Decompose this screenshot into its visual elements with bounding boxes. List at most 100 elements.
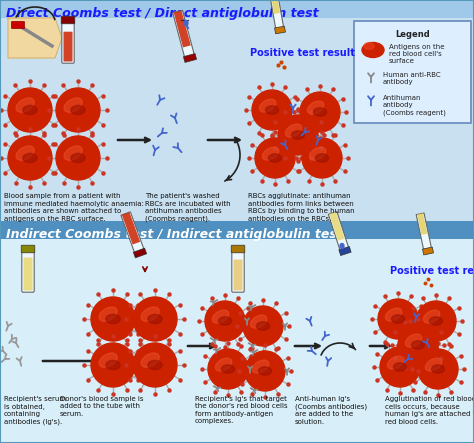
Text: The patient's washed
RBCs are incubated with
antihuman antibodies
(Coombs reagen: The patient's washed RBCs are incubated … (145, 193, 231, 222)
Polygon shape (270, 0, 280, 14)
Ellipse shape (148, 360, 162, 369)
Circle shape (300, 92, 340, 132)
Polygon shape (329, 212, 345, 241)
Circle shape (8, 88, 52, 132)
Circle shape (398, 325, 438, 365)
Ellipse shape (387, 356, 404, 369)
Text: Recipient's Ig's that target
the donor's red blood cells
form antibody-antigen
c: Recipient's Ig's that target the donor's… (195, 396, 288, 424)
Ellipse shape (307, 101, 324, 114)
Circle shape (208, 349, 248, 389)
Circle shape (418, 349, 458, 389)
Ellipse shape (141, 353, 159, 367)
Ellipse shape (364, 43, 374, 50)
Ellipse shape (259, 99, 276, 112)
Polygon shape (339, 246, 351, 256)
FancyBboxPatch shape (231, 245, 245, 253)
Text: Anti-human Ig's
(Coombs antibodies)
are added to the
solution.: Anti-human Ig's (Coombs antibodies) are … (295, 396, 367, 425)
Polygon shape (121, 212, 145, 255)
Polygon shape (328, 212, 349, 253)
Polygon shape (274, 26, 285, 34)
Circle shape (416, 301, 456, 341)
Ellipse shape (411, 341, 425, 349)
Circle shape (205, 301, 245, 341)
Circle shape (378, 299, 418, 339)
FancyBboxPatch shape (11, 22, 25, 28)
Ellipse shape (221, 365, 235, 373)
Text: Agglutination of red blood
cells occurs, because
human Ig's are attached to
red : Agglutination of red blood cells occurs,… (385, 396, 474, 424)
FancyBboxPatch shape (21, 245, 35, 253)
Circle shape (56, 88, 100, 132)
Ellipse shape (16, 98, 34, 113)
Text: Legend: Legend (395, 30, 430, 39)
Ellipse shape (64, 98, 82, 113)
Ellipse shape (429, 317, 443, 325)
Ellipse shape (23, 105, 37, 115)
Ellipse shape (392, 315, 404, 323)
Polygon shape (173, 10, 195, 59)
FancyBboxPatch shape (234, 260, 243, 291)
FancyBboxPatch shape (24, 257, 33, 291)
Ellipse shape (141, 307, 159, 321)
Ellipse shape (23, 153, 37, 163)
Ellipse shape (425, 358, 442, 371)
Ellipse shape (423, 310, 440, 323)
FancyBboxPatch shape (0, 0, 474, 18)
FancyBboxPatch shape (0, 0, 474, 221)
Ellipse shape (215, 358, 232, 371)
Text: Positive test result: Positive test result (250, 48, 355, 58)
Ellipse shape (252, 360, 269, 373)
Text: RBCs agglutinate: antihuman
antibodies form links between
RBCs by binding to the: RBCs agglutinate: antihuman antibodies f… (248, 193, 355, 222)
Circle shape (91, 343, 135, 387)
Ellipse shape (265, 106, 279, 114)
FancyBboxPatch shape (354, 21, 471, 123)
Circle shape (278, 115, 318, 155)
Ellipse shape (285, 124, 302, 137)
FancyBboxPatch shape (64, 32, 73, 62)
Ellipse shape (262, 147, 279, 160)
FancyBboxPatch shape (0, 221, 474, 239)
Polygon shape (183, 54, 197, 62)
Ellipse shape (316, 154, 328, 162)
Ellipse shape (16, 146, 34, 160)
Ellipse shape (184, 20, 188, 26)
Polygon shape (133, 248, 146, 258)
FancyBboxPatch shape (61, 16, 75, 24)
Ellipse shape (106, 315, 120, 324)
Polygon shape (416, 213, 432, 252)
Ellipse shape (250, 315, 267, 328)
Circle shape (245, 351, 285, 391)
Ellipse shape (405, 334, 422, 347)
Ellipse shape (385, 308, 402, 321)
Ellipse shape (310, 147, 326, 160)
Polygon shape (8, 18, 62, 58)
Circle shape (133, 343, 177, 387)
Ellipse shape (268, 154, 282, 162)
Ellipse shape (313, 108, 327, 116)
Ellipse shape (99, 353, 117, 367)
Text: Antihuman
antibody
(Coombs reagent): Antihuman antibody (Coombs reagent) (383, 95, 446, 116)
Circle shape (8, 136, 52, 180)
Ellipse shape (292, 131, 304, 139)
Ellipse shape (148, 315, 162, 324)
FancyBboxPatch shape (22, 250, 34, 292)
Text: Donor's blood sample is
added to the tube with
serum.: Donor's blood sample is added to the tub… (60, 396, 144, 417)
Polygon shape (173, 11, 191, 47)
Circle shape (91, 297, 135, 341)
Polygon shape (422, 247, 434, 255)
Ellipse shape (256, 322, 270, 330)
Circle shape (252, 90, 292, 130)
Polygon shape (269, 0, 284, 31)
Text: Blood sample from a patient with
immune mediated haemolytic anaemia:
antibodies : Blood sample from a patient with immune … (4, 193, 144, 222)
Text: Human anti-RBC
antibody: Human anti-RBC antibody (383, 72, 441, 85)
Ellipse shape (64, 146, 82, 160)
Ellipse shape (71, 153, 85, 163)
Circle shape (243, 306, 283, 346)
Ellipse shape (340, 244, 344, 249)
Ellipse shape (393, 363, 407, 371)
Text: Direct Coombs test / Direct antiglobulin test: Direct Coombs test / Direct antiglobulin… (6, 7, 319, 19)
Ellipse shape (71, 105, 85, 115)
Circle shape (302, 138, 342, 178)
Text: Positive test result: Positive test result (390, 266, 474, 276)
Circle shape (380, 347, 420, 387)
Circle shape (133, 297, 177, 341)
